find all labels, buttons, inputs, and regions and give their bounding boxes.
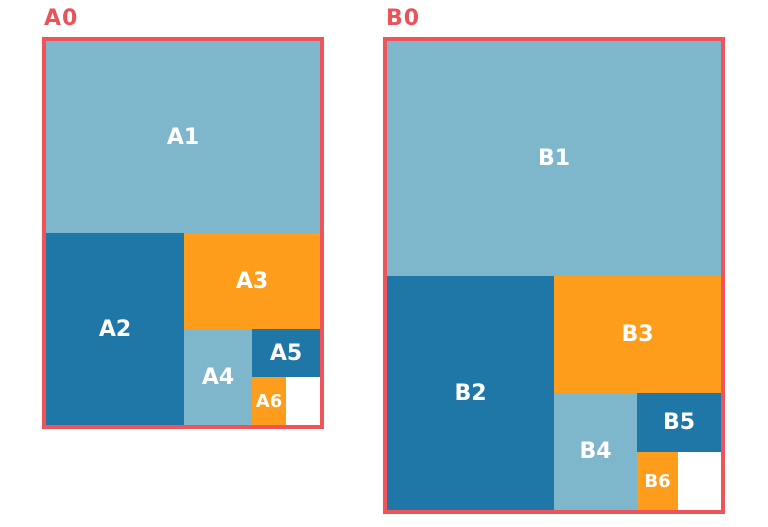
a6-sheet: A6: [252, 377, 286, 425]
b-remainder: [678, 452, 721, 510]
a1-sheet: A1: [46, 41, 320, 233]
b2-sheet: B2: [387, 276, 554, 510]
a5-sheet: A5: [252, 329, 320, 377]
a0-sheet: A1 A2 A3 A4 A5 A6: [42, 37, 324, 429]
b6-sheet: B6: [637, 452, 678, 510]
b3-sheet: B3: [554, 276, 721, 393]
b4-sheet: B4: [554, 393, 637, 510]
b1-sheet: B1: [387, 41, 721, 276]
b5-sheet: B5: [637, 393, 721, 452]
a-remainder: [286, 377, 320, 425]
b0-label: B0: [386, 6, 421, 31]
a4-sheet: A4: [184, 329, 252, 425]
a2-sheet: A2: [46, 233, 184, 425]
a0-label: A0: [44, 6, 79, 31]
b0-sheet: B1 B2 B3 B4 B5 B6: [383, 37, 725, 514]
a3-sheet: A3: [184, 233, 320, 329]
